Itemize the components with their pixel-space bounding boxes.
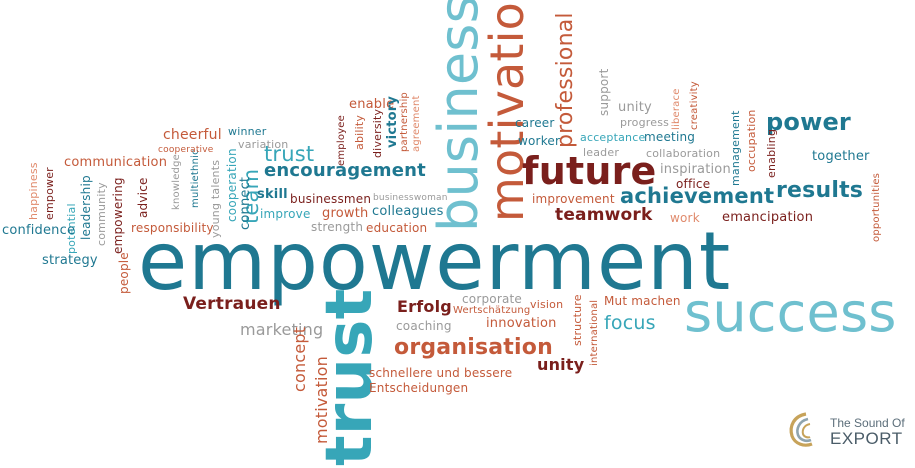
word-emancipation: emancipation: [722, 210, 814, 225]
word-achievement: achievement: [620, 184, 775, 208]
word-trust-small: trust: [264, 142, 315, 166]
word-motivation-bottom: motivation: [312, 355, 331, 444]
swirl-logo-icon: [789, 412, 813, 447]
word-focus: focus: [604, 312, 656, 334]
logo-line-1: The Sound Of: [830, 416, 905, 430]
word-community: community: [95, 182, 108, 246]
word-multiethnic: multiethnic: [190, 149, 201, 208]
word-empowering: empowering: [111, 177, 125, 254]
word-confidence: confidence: [2, 223, 76, 238]
word-office: office: [676, 177, 711, 191]
word-winner: winner: [228, 125, 267, 138]
word-coaching: coaching: [396, 319, 452, 333]
word-communication: communication: [64, 155, 168, 170]
word-acceptance: acceptance: [580, 131, 646, 144]
word-mut-machen: Mut machen: [604, 294, 681, 308]
word-businessmen: businessmen: [290, 192, 372, 206]
word-partnership: partnership: [399, 92, 410, 152]
word-enabling: enabling: [765, 128, 778, 178]
word-agreement: agreement: [411, 95, 422, 152]
word-cooperation: cooperation: [225, 148, 239, 222]
word-cooperative: cooperative: [158, 145, 214, 155]
word-empowerment: empowerment: [138, 215, 732, 308]
sound-of-export-logo: The Sound Of EXPORT: [786, 408, 914, 456]
word-innovation: innovation: [486, 316, 557, 331]
word-strength: strength: [311, 220, 364, 234]
word-happiness: happiness: [27, 162, 40, 220]
word-vertrauen: Vertrauen: [183, 294, 281, 314]
word-erfolg: Erfolg: [397, 297, 452, 316]
word-vision: vision: [530, 298, 564, 311]
word-ability: ability: [353, 114, 366, 150]
word-connect: connect: [238, 176, 253, 230]
word-occupation: occupation: [745, 109, 758, 172]
word-diversity: diversity: [371, 108, 384, 158]
word-structure: structure: [571, 294, 584, 346]
word-professional: professional: [553, 12, 578, 148]
word-colleagues: colleagues: [372, 204, 444, 219]
word-success: success: [684, 281, 897, 344]
word-progress: progress: [620, 116, 670, 129]
word-leadership: leadership: [79, 175, 93, 240]
word-teamwork: teamwork: [555, 205, 653, 225]
word-results: results: [776, 178, 864, 203]
word-strategy: strategy: [42, 253, 98, 268]
word-unity-top: unity: [618, 100, 652, 115]
word-creativity: creativity: [689, 81, 700, 130]
word-knowledge: knowledge: [171, 153, 182, 210]
word-enable: enable: [349, 97, 395, 112]
word-together: together: [812, 149, 870, 164]
word-career: career: [515, 116, 555, 130]
word-improvement: improvement: [532, 192, 615, 206]
word-empower: empower: [43, 167, 56, 220]
word-organisation: organisation: [394, 335, 553, 360]
word-international: international: [589, 299, 600, 366]
word-liberace: liberace: [671, 88, 682, 130]
word-collaboration: collaboration: [646, 147, 721, 160]
word-management: management: [729, 110, 742, 186]
word-meeting: meeting: [644, 130, 696, 144]
word-growth: growth: [322, 206, 369, 221]
word-corporate: corporate: [462, 292, 523, 306]
word-entscheidungen: Entscheidungen: [369, 381, 469, 395]
word-concept: concept: [290, 326, 309, 392]
word-future: future: [522, 149, 657, 193]
word-unity-bottom: unity: [537, 355, 585, 374]
word-schnellere: schnellere und bessere: [369, 366, 513, 380]
word-education: education: [366, 221, 428, 235]
word-support: support: [597, 68, 611, 116]
word-leader: leader: [583, 146, 620, 159]
word-worker: worker: [518, 134, 561, 148]
word-wertschaetzung: Wertschätzung: [453, 305, 531, 316]
word-advice: advice: [136, 177, 150, 218]
word-skill: skill: [257, 187, 288, 202]
logo-line-2: EXPORT: [830, 429, 903, 448]
word-people: people: [117, 252, 131, 294]
word-opportunities: opportunities: [871, 172, 882, 242]
word-work: work: [670, 211, 700, 225]
word-marketing: marketing: [240, 320, 324, 339]
word-responsibility: responsibility: [131, 221, 214, 235]
word-improve: improve: [260, 207, 311, 221]
word-variation: variation: [238, 138, 289, 151]
word-victory: victory: [385, 95, 400, 148]
word-inspiration: inspiration: [660, 162, 731, 177]
word-encouragement: encouragement: [264, 160, 426, 181]
word-power: power: [766, 108, 851, 136]
word-cheerful: cheerful: [163, 127, 222, 143]
word-businesswoman: businesswoman: [373, 193, 448, 203]
word-employee: employee: [336, 115, 347, 166]
